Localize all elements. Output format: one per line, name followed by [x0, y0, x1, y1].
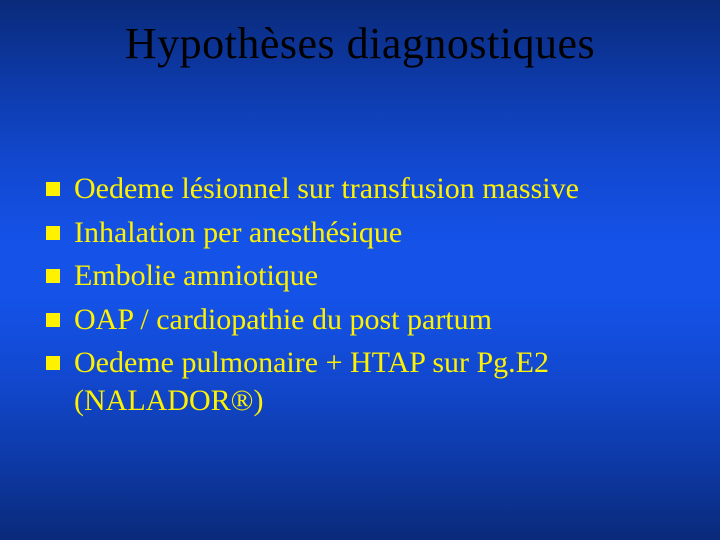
list-item: OAP / cardiopathie du post partum: [46, 301, 680, 339]
list-item: Inhalation per anesthésique: [46, 214, 680, 252]
square-bullet-icon: [46, 226, 60, 240]
square-bullet-icon: [46, 313, 60, 327]
list-item-text: Oedeme pulmonaire + HTAP sur Pg.E2 (NALA…: [74, 344, 680, 419]
list-item: Oedeme pulmonaire + HTAP sur Pg.E2 (NALA…: [46, 344, 680, 419]
list-item-text: OAP / cardiopathie du post partum: [74, 301, 492, 339]
list-item: Embolie amniotique: [46, 257, 680, 295]
square-bullet-icon: [46, 269, 60, 283]
list-item-text: Oedeme lésionnel sur transfusion massive: [74, 170, 579, 208]
list-item-text: Embolie amniotique: [74, 257, 318, 295]
slide: Hypothèses diagnostiques Oedeme lésionne…: [0, 0, 720, 540]
square-bullet-icon: [46, 356, 60, 370]
list-item-text: Inhalation per anesthésique: [74, 214, 402, 252]
list-item: Oedeme lésionnel sur transfusion massive: [46, 170, 680, 208]
slide-body: Oedeme lésionnel sur transfusion massive…: [46, 170, 680, 425]
slide-title: Hypothèses diagnostiques: [0, 0, 720, 69]
square-bullet-icon: [46, 182, 60, 196]
